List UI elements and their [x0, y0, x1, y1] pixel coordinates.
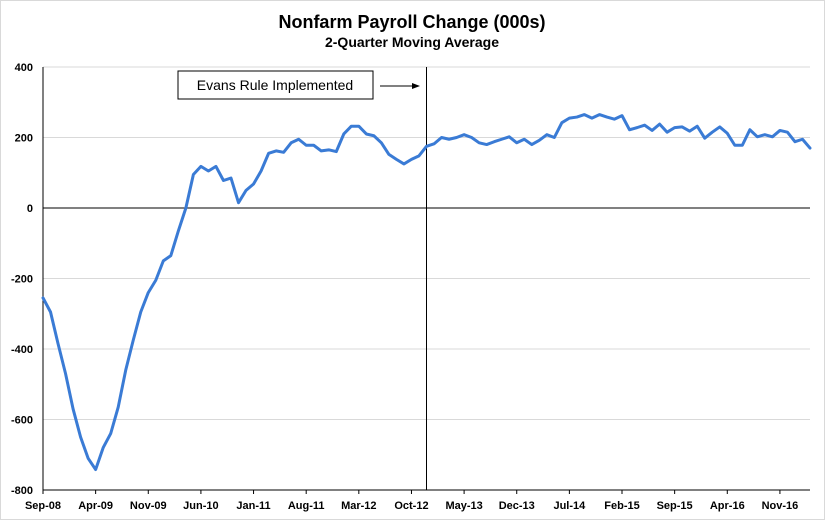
x-tick-label: Jul-14 — [553, 500, 586, 512]
x-tick-label: Apr-16 — [710, 500, 745, 512]
x-tick-label: Jun-10 — [183, 500, 218, 512]
y-tick-label: 400 — [15, 62, 33, 74]
chart-subtitle: 2-Quarter Moving Average — [325, 34, 499, 50]
annotation-label: Evans Rule Implemented — [197, 77, 353, 93]
payroll-series-line — [41, 113, 812, 472]
x-tick-label: Dec-13 — [499, 500, 535, 512]
chart-title: Nonfarm Payroll Change (000s) — [278, 12, 545, 32]
series-layer — [41, 113, 812, 472]
annotation: Evans Rule Implemented — [177, 70, 420, 100]
x-tick-label: Sep-08 — [25, 500, 61, 512]
x-tick-label: Jan-11 — [236, 500, 270, 512]
y-tick-label: -600 — [11, 415, 33, 427]
x-tick-label: Sep-15 — [657, 500, 693, 512]
x-tick-label: Aug-11 — [288, 500, 325, 512]
x-tick-label: Oct-12 — [394, 500, 428, 512]
y-tick-label: -800 — [11, 485, 33, 497]
axes: 400 200 0 -200 -400 -600 -800 Sep-08 Apr-09 Nov-0… — [11, 62, 810, 512]
x-tick-label: Apr-09 — [78, 500, 113, 512]
y-tick-label: -200 — [11, 274, 33, 286]
y-tick-label: -400 — [11, 344, 33, 356]
x-tick-label: Nov-16 — [762, 500, 799, 512]
y-tick-label: 0 — [27, 203, 33, 215]
x-tick-label: Nov-09 — [130, 500, 167, 512]
annotation-box — [177, 70, 374, 100]
annotation-arrow-head — [412, 83, 420, 89]
x-tick-label: Mar-12 — [341, 500, 376, 512]
x-tick-label: May-13 — [445, 500, 482, 512]
y-tick-label: 200 — [15, 133, 33, 145]
x-tick-label: Feb-15 — [604, 500, 639, 512]
